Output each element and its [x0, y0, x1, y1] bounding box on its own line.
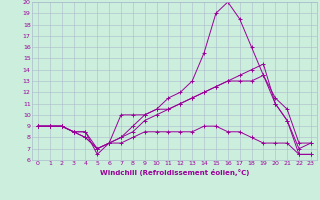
X-axis label: Windchill (Refroidissement éolien,°C): Windchill (Refroidissement éolien,°C) — [100, 169, 249, 176]
